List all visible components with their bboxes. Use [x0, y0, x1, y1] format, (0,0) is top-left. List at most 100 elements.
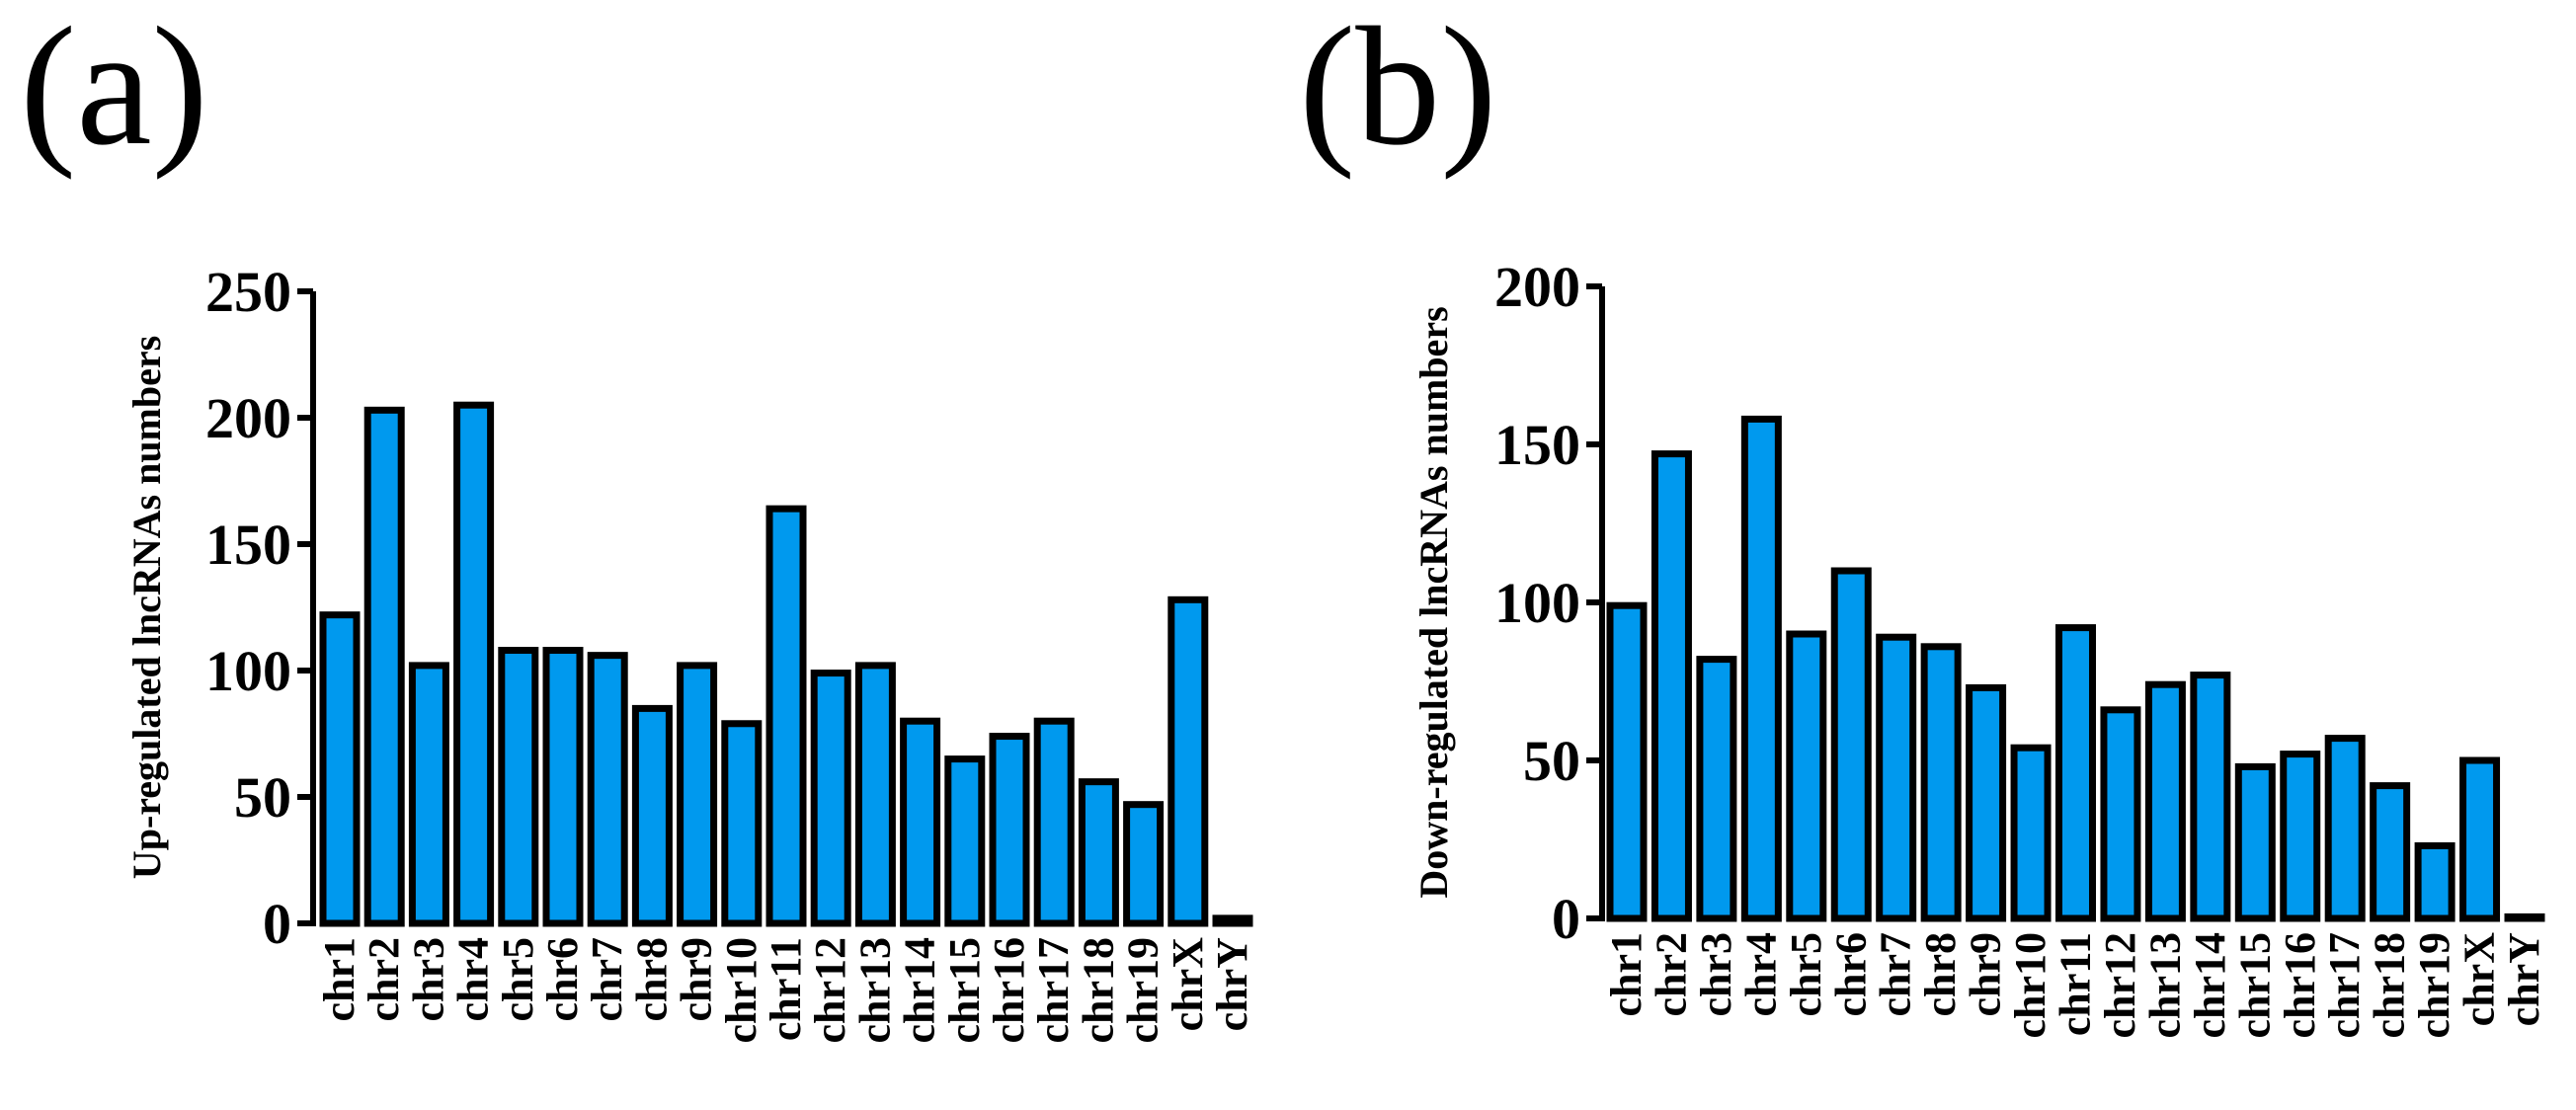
- x-tick-label-chr4: chr4: [1736, 932, 1785, 1017]
- x-tick-label-chr19: chr19: [2410, 932, 2458, 1039]
- y-tick-label: 100: [205, 639, 291, 703]
- bar-chr15: [944, 755, 986, 927]
- x-tick-label-chr8: chr8: [627, 937, 676, 1022]
- bar-chrX: [1167, 595, 1209, 927]
- y-tick-label: 0: [263, 892, 291, 956]
- y-tick-label: 150: [205, 513, 291, 577]
- x-tick-label-chrY: chrY: [2500, 932, 2548, 1026]
- x-tick-label-chr8: chr8: [1916, 932, 1965, 1017]
- bar-chr12: [810, 670, 851, 927]
- y-axis-title: Down-regulated lncRNAs numbers: [1411, 306, 1456, 898]
- x-tick-label-chr6: chr6: [538, 937, 587, 1022]
- bar-chr2: [1650, 450, 1692, 922]
- bar-chr10: [2010, 744, 2052, 922]
- bar-chr8: [631, 704, 673, 927]
- bar-chr19: [1123, 801, 1165, 927]
- x-tick-label-chr5: chr5: [494, 937, 542, 1022]
- y-tick-label: 0: [1552, 887, 1580, 951]
- y-tick-label: 100: [1494, 571, 1580, 635]
- x-tick-label-chr19: chr19: [1119, 937, 1167, 1044]
- y-tick-label: 200: [205, 386, 291, 450]
- bar-chr18: [1078, 778, 1119, 927]
- x-tick-label-chr10: chr10: [717, 937, 765, 1044]
- bar-chr18: [2370, 782, 2411, 922]
- bar-chr5: [1786, 630, 1827, 922]
- bar-chr9: [677, 662, 718, 927]
- y-tick-label: 50: [1523, 729, 1580, 793]
- bar-chr13: [854, 662, 896, 927]
- bar-chr16: [2280, 751, 2321, 922]
- panel-label: (b): [1299, 0, 1497, 181]
- bar-chr11: [765, 505, 807, 927]
- x-tick-label-chr11: chr11: [2052, 932, 2100, 1036]
- x-tick-label-chr9: chr9: [1962, 932, 2010, 1017]
- y-tick-label: 250: [205, 260, 291, 324]
- x-tick-label-chr7: chr7: [1872, 932, 1920, 1017]
- x-tick-label-chr10: chr10: [2006, 932, 2054, 1039]
- x-tick-label-chr13: chr13: [850, 937, 899, 1044]
- bar-chr4: [453, 401, 495, 927]
- bar-chr5: [498, 647, 539, 927]
- bar-chrY: [2504, 912, 2545, 922]
- bar-chr3: [408, 662, 449, 927]
- bar-chr8: [1920, 643, 1962, 922]
- bar-chr7: [1876, 633, 1917, 922]
- bar-chr14: [2190, 672, 2231, 922]
- x-tick-label-chr16: chr16: [2276, 932, 2324, 1039]
- x-tick-label-chr6: chr6: [1826, 932, 1875, 1017]
- x-tick-label-chr14: chr14: [2186, 932, 2234, 1039]
- x-tick-label-chr15: chr15: [2230, 932, 2279, 1039]
- panel-label: (a): [20, 0, 208, 181]
- bar-chr1: [1606, 601, 1648, 922]
- bar-chrX: [2459, 756, 2501, 922]
- x-tick-label-chr1: chr1: [315, 937, 363, 1022]
- x-tick-label-chr17: chr17: [2320, 932, 2369, 1039]
- y-tick-label: 50: [234, 765, 291, 830]
- bar-chr3: [1696, 656, 1737, 922]
- y-axis-title: Up-regulated lncRNAs numbers: [124, 336, 169, 879]
- bar-chr6: [1830, 567, 1872, 922]
- x-tick-label-chr13: chr13: [2140, 932, 2189, 1039]
- x-tick-label-chrY: chrY: [1208, 937, 1256, 1031]
- x-tick-label-chr2: chr2: [1647, 932, 1695, 1017]
- bar-chr17: [2324, 735, 2366, 922]
- x-tick-label-chrX: chrX: [1164, 937, 1212, 1032]
- x-tick-label-chr15: chr15: [940, 937, 989, 1044]
- bar-chr16: [989, 733, 1030, 927]
- bar-chr13: [2144, 680, 2186, 922]
- x-tick-label-chrX: chrX: [2455, 932, 2504, 1027]
- chart-down-regulated: (b) Down-regulated lncRNAs numbers 0 50 100 1…: [1299, 0, 2548, 1039]
- y-tick-label: 150: [1494, 413, 1580, 477]
- x-tick-label-chr17: chr17: [1029, 937, 1078, 1044]
- bar-chr1: [319, 611, 361, 927]
- x-tick-label-chr11: chr11: [762, 937, 810, 1041]
- bar-chr9: [1966, 683, 2007, 922]
- x-tick-label-chr3: chr3: [404, 937, 452, 1022]
- x-tick-label-chr4: chr4: [449, 937, 498, 1022]
- bar-chrY: [1212, 914, 1253, 927]
- x-tick-label-chr18: chr18: [1074, 937, 1122, 1044]
- x-tick-label-chr2: chr2: [360, 937, 408, 1022]
- bar-chr6: [542, 647, 584, 927]
- x-tick-label-chr7: chr7: [583, 937, 631, 1022]
- x-tick-label-chr1: chr1: [1602, 932, 1650, 1017]
- bar-chr10: [721, 720, 763, 927]
- x-tick-label-chr3: chr3: [1692, 932, 1740, 1017]
- bar-chr14: [900, 717, 941, 927]
- bar-chr17: [1033, 717, 1075, 927]
- x-tick-label-chr16: chr16: [985, 937, 1033, 1044]
- bar-chr12: [2100, 706, 2141, 922]
- chart-up-regulated: (a) Up-regulated lncRNAs numbers 0 50 100 150…: [20, 0, 1256, 1044]
- y-tick-label: 200: [1494, 255, 1580, 319]
- bar-chr7: [587, 652, 628, 927]
- x-tick-label-chr12: chr12: [806, 937, 854, 1044]
- bar-chr19: [2414, 841, 2455, 922]
- x-tick-label-chr14: chr14: [896, 937, 944, 1044]
- bar-chr11: [2055, 624, 2096, 922]
- x-tick-label-chr5: chr5: [1782, 932, 1830, 1017]
- x-tick-label-chr12: chr12: [2096, 932, 2144, 1039]
- x-tick-label-chr18: chr18: [2366, 932, 2414, 1039]
- bar-chr4: [1740, 415, 1782, 922]
- bar-chr15: [2234, 762, 2276, 922]
